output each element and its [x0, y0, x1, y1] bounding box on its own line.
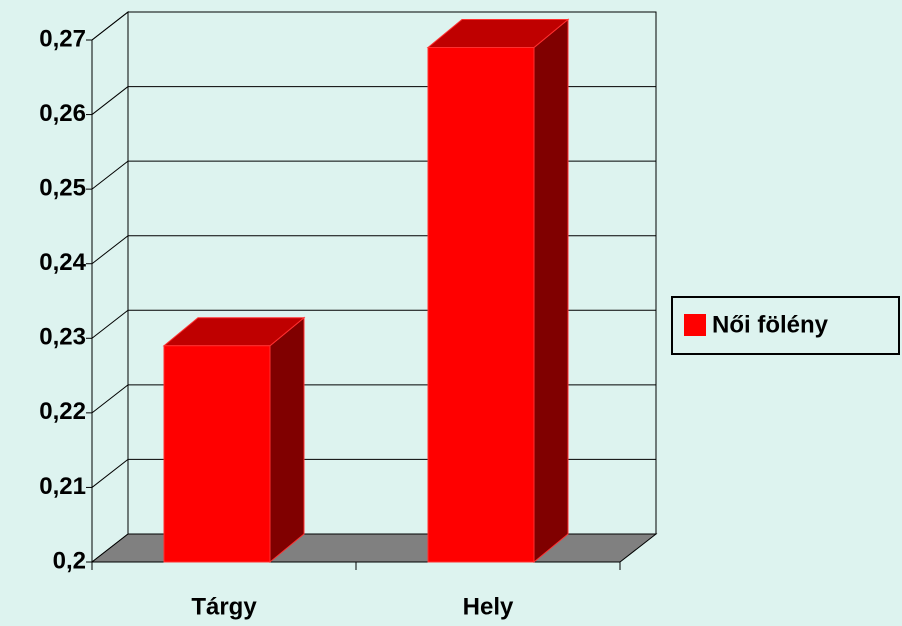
bar-face — [427, 46, 535, 563]
grid-line — [91, 459, 129, 488]
y-tick-label: 0,21 — [39, 473, 86, 500]
grid-line — [91, 86, 129, 115]
grid-line — [91, 235, 129, 265]
grid-line — [91, 160, 129, 190]
x-tick-label: Hely — [463, 593, 514, 620]
side-wall — [91, 10, 129, 564]
legend-swatch — [684, 314, 706, 336]
bar-face — [533, 18, 569, 564]
bar-face — [269, 316, 305, 564]
bar — [162, 316, 306, 564]
bar — [426, 18, 570, 564]
grid-line — [91, 11, 129, 41]
grid-line — [91, 309, 129, 339]
grid-line — [91, 384, 129, 414]
y-tick-label: 0,25 — [39, 174, 86, 201]
y-tick-label: 0,23 — [39, 324, 86, 351]
legend — [671, 296, 900, 355]
y-tick-label: 0,24 — [39, 249, 86, 276]
bar-face — [163, 345, 271, 563]
y-tick-label: 0,22 — [39, 398, 86, 425]
y-tick-label: 0,2 — [53, 547, 86, 574]
y-tick-label: 0,27 — [39, 25, 86, 52]
x-tick-label: Tárgy — [191, 593, 257, 620]
y-tick-label: 0,26 — [39, 100, 86, 127]
legend-label: Női fölény — [712, 311, 829, 338]
